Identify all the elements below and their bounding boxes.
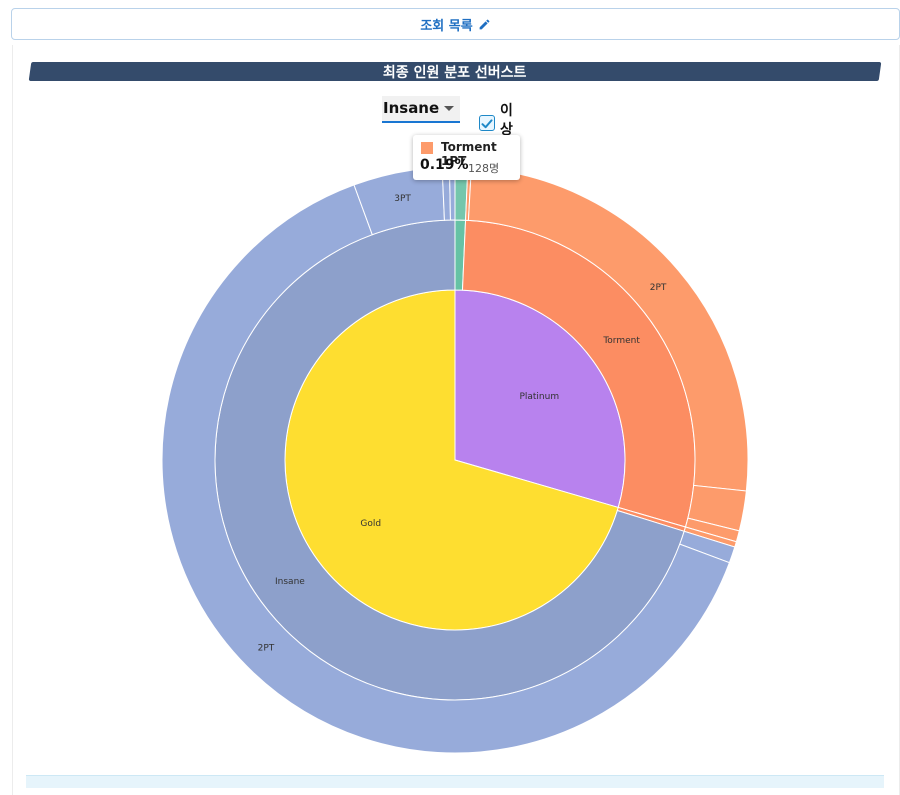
above-checkbox-label: 이상 — [500, 103, 513, 138]
info-bar — [26, 775, 884, 788]
tooltip-series-name: Torment 1PT — [441, 140, 497, 168]
sunburst-slice-gold-label: Gold — [360, 519, 381, 529]
tooltip-swatch — [421, 142, 433, 154]
checkmark-icon — [481, 119, 493, 129]
difficulty-select[interactable]: Insane — [382, 96, 460, 123]
sunburst-slice-gold-insane-label: Insane — [275, 577, 305, 587]
sunburst-slice-gold-insane-2pt[interactable] — [161, 184, 731, 754]
chart-tooltip: Torment 1PT 0.19% 128명 — [413, 135, 520, 180]
above-checkbox[interactable] — [479, 115, 495, 131]
chevron-down-icon — [444, 106, 454, 111]
history-list-button[interactable]: 조회 목록 — [11, 8, 900, 40]
sunburst-slice-gold-insane-3pt-label: 3PT — [394, 194, 411, 204]
sunburst-slice-gold-insane-2pt-label: 2PT — [258, 643, 275, 653]
tooltip-count: 128명 — [468, 162, 500, 175]
tooltip-percent: 0.19% — [420, 157, 469, 173]
pencil-icon — [479, 19, 490, 29]
sunburst-slice-platinum-label: Platinum — [519, 392, 559, 402]
sunburst-slice-platinum-torment-label: Torment — [602, 336, 640, 346]
difficulty-select-value: Insane — [383, 99, 440, 117]
history-list-label: 조회 목록 — [420, 18, 473, 34]
sunburst-slice-platinum-torment-2pt-label: 2PT — [650, 283, 667, 293]
